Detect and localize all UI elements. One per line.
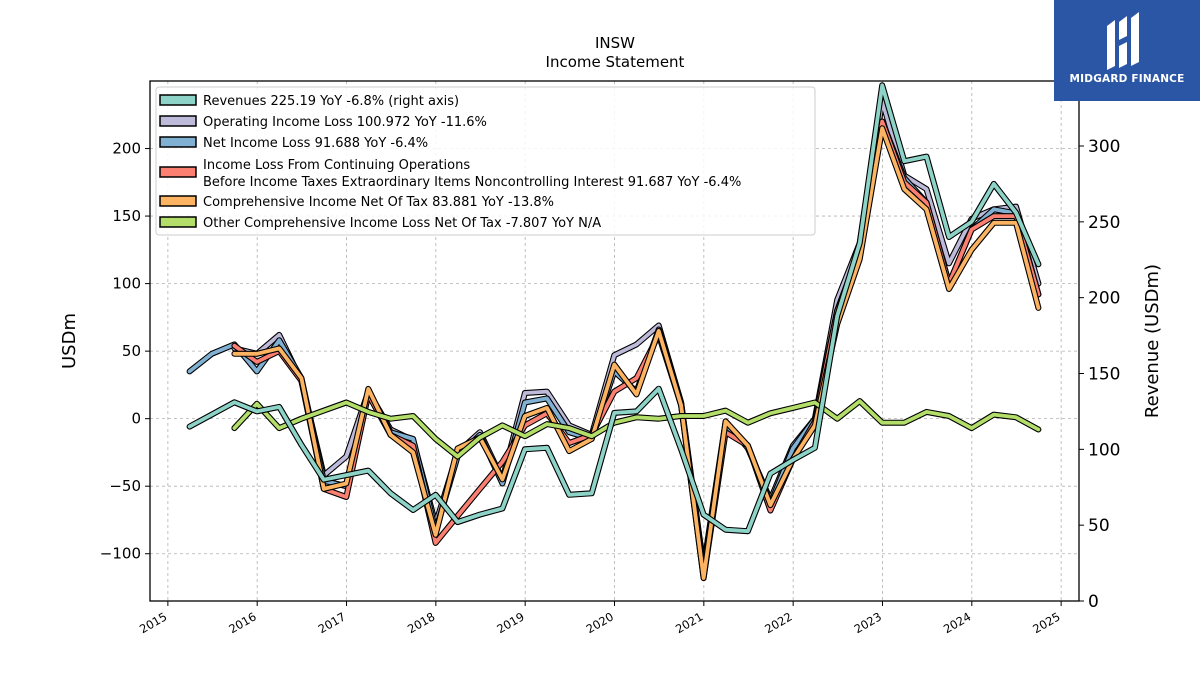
y-tick-label-right: 150 [1088, 365, 1120, 385]
midgard-logo-icon [1107, 12, 1139, 70]
y-tick-label-right: 50 [1088, 516, 1110, 536]
legend-label: Revenues 225.19 YoY -6.8% (right axis) [203, 94, 459, 109]
series-line [187, 83, 1041, 534]
brand-name: MIDGARD FINANCE [1069, 73, 1185, 85]
y-axis-label-right: Revenue (USDm) [1142, 264, 1163, 418]
y-tick-label: 100 [112, 275, 141, 293]
x-tick-label: 2020 [584, 609, 616, 636]
legend-box [155, 86, 816, 236]
legend-swatch [159, 136, 197, 148]
x-tick-label: 2024 [941, 609, 973, 636]
legend-swatch [159, 166, 197, 178]
y-tick-label: −50 [109, 477, 141, 495]
legend-label: Comprehensive Income Net Of Tax 83.881 Y… [203, 195, 554, 210]
y-tick-label: 0 [131, 410, 141, 428]
series-4 [231, 125, 1042, 581]
x-tick-label: 2017 [316, 609, 348, 636]
y-axis-label: USDm [59, 313, 80, 369]
y-tick-label: 50 [122, 342, 141, 360]
brand-logo: MIDGARD FINANCE [1054, 0, 1200, 101]
legend-entry: Operating Income Loss 100.972 YoY -11.6% [159, 115, 487, 130]
y-tick-label: 150 [112, 207, 141, 225]
legend-label: Net Income Loss 91.688 YoY -6.4% [203, 136, 428, 151]
y-tick-label-right: 200 [1088, 289, 1120, 309]
chart-title: INSW [595, 34, 635, 52]
legend-entry: Other Comprehensive Income Loss Net Of T… [159, 216, 601, 231]
y-tick-label-right: 300 [1088, 137, 1120, 157]
legend: Revenues 225.19 YoY -6.8% (right axis) Op… [155, 86, 816, 236]
x-tick-label: 2016 [226, 609, 258, 636]
x-tick-label: 2022 [762, 609, 794, 636]
legend-label: Other Comprehensive Income Loss Net Of T… [203, 216, 601, 231]
legend-label: Operating Income Loss 100.972 YoY -11.6% [203, 115, 487, 130]
legend-entry: Revenues 225.19 YoY -6.8% (right axis) [159, 94, 459, 109]
y-tick-label: −100 [100, 545, 141, 563]
legend-label: Before Income Taxes Extraordinary Items … [203, 175, 741, 190]
legend-entry: Comprehensive Income Net Of Tax 83.881 Y… [159, 195, 554, 210]
x-tick-label: 2025 [1030, 609, 1062, 636]
x-tick-label: 2015 [137, 609, 169, 636]
chart-subtitle: Income Statement [546, 53, 685, 71]
series-layer [186, 82, 1042, 581]
series-5 [231, 398, 1042, 460]
y-tick-label: 200 [112, 140, 141, 158]
legend-swatch [159, 94, 197, 106]
x-tick-label: 2019 [494, 609, 526, 636]
legend-entry: Income Loss From Continuing Operations Be… [159, 158, 741, 190]
series-0 [186, 82, 1042, 535]
x-tick-label: 2021 [673, 609, 705, 636]
series-line [232, 126, 1041, 580]
legend-entry: Net Income Loss 91.688 YoY -6.4% [159, 136, 428, 151]
legend-swatch [159, 195, 197, 207]
legend-swatch [159, 216, 197, 228]
x-tick-label: 2023 [852, 609, 884, 636]
y-tick-label-right: 250 [1088, 213, 1120, 233]
legend-swatch [159, 115, 197, 127]
series-line [232, 399, 1041, 459]
legend-label: Income Loss From Continuing Operations [203, 158, 470, 173]
y-tick-label-right: 0 [1088, 592, 1099, 612]
x-tick-label: 2018 [405, 609, 437, 636]
y-tick-label-right: 100 [1088, 440, 1120, 460]
